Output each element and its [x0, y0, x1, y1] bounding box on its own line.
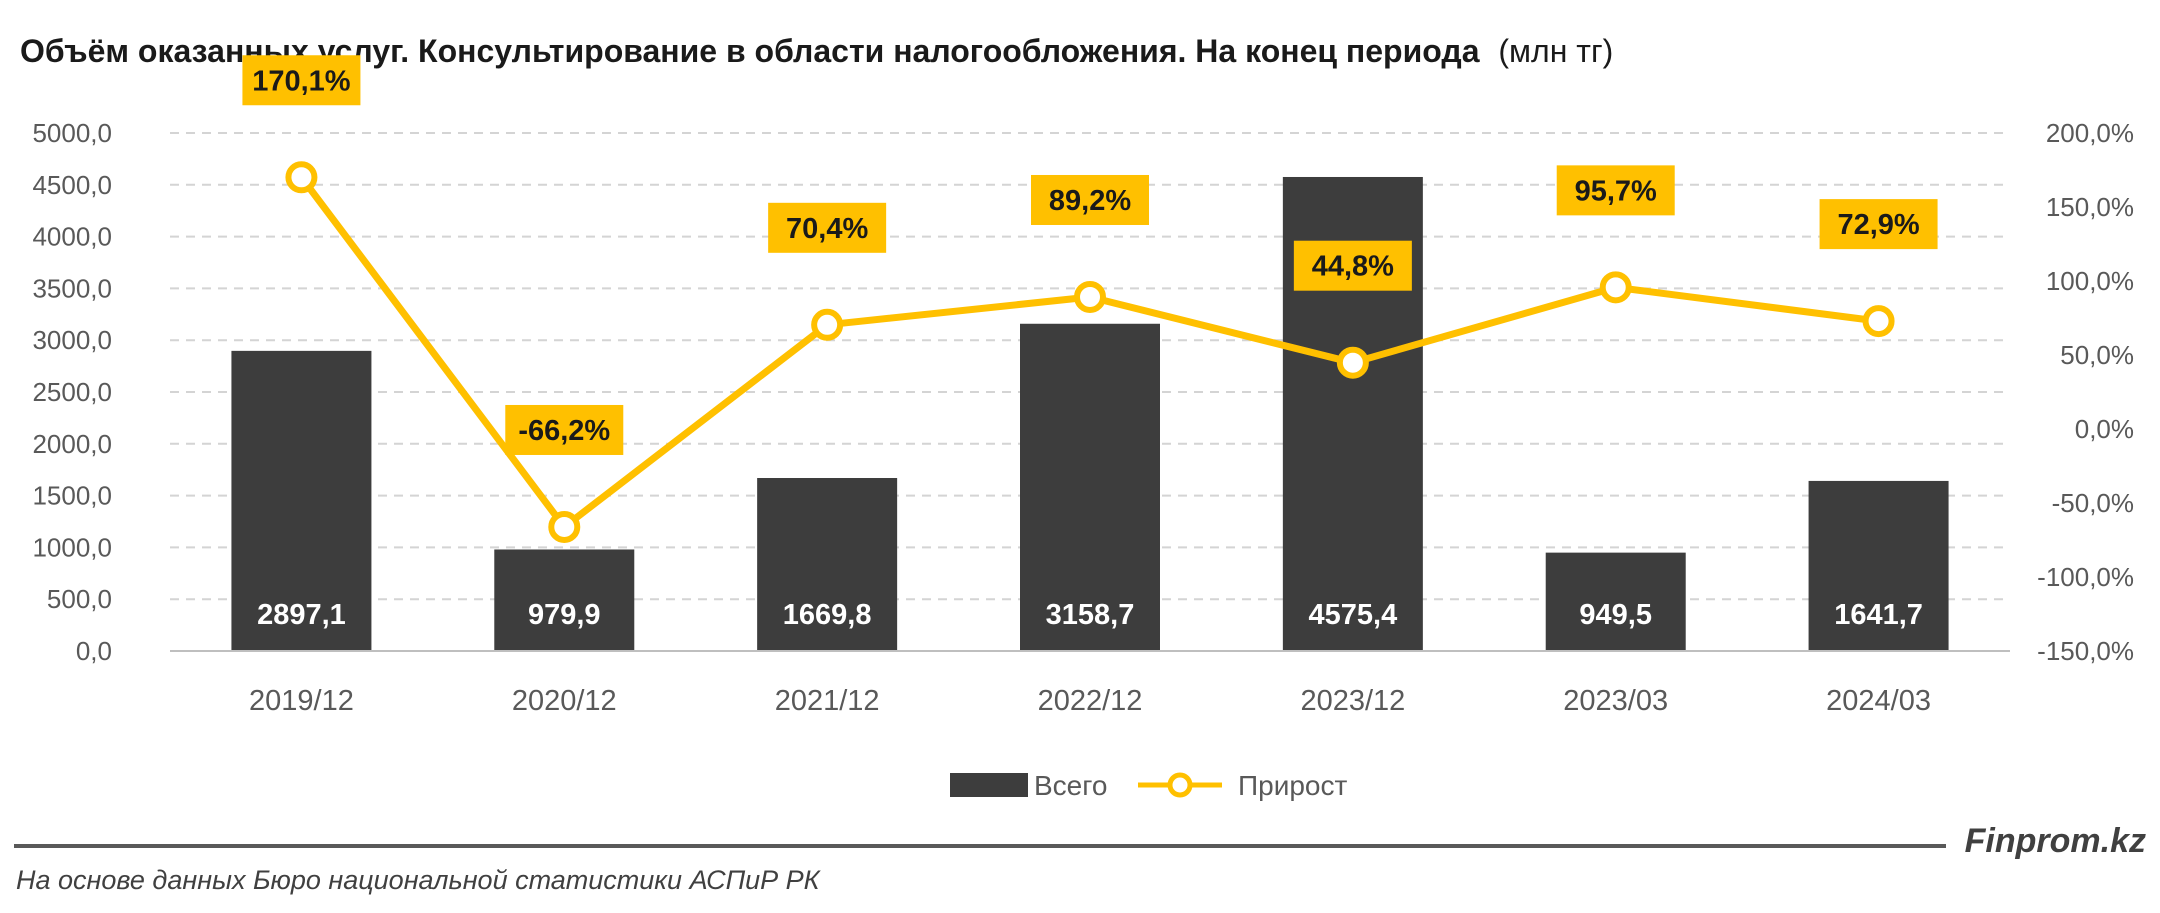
left-tick-label: 4000,0 [32, 222, 112, 252]
bar [1545, 552, 1686, 651]
left-tick-label: 3000,0 [32, 325, 112, 355]
x-tick-label: 2021/12 [775, 685, 880, 717]
x-tick-label: 2020/12 [512, 685, 617, 717]
left-tick-label: 3500,0 [32, 273, 112, 303]
left-tick-label: 2500,0 [32, 377, 112, 407]
bar-value-label: 3158,7 [1046, 599, 1135, 631]
bar-value-label: 4575,4 [1309, 599, 1398, 631]
growth-label-box [1031, 174, 1149, 225]
bar [757, 478, 898, 651]
legend-line-label: Прирост [1238, 770, 1347, 801]
right-tick-label: -50,0% [2052, 488, 2134, 518]
growth-label: 44,8% [1312, 251, 1394, 283]
left-tick-label: 2000,0 [32, 429, 112, 459]
bar-value-label: 2897,1 [257, 599, 346, 631]
left-tick-label: 4500,0 [32, 170, 112, 200]
growth-label: 70,4% [786, 213, 868, 245]
bar-value-label: 979,9 [528, 599, 601, 631]
x-tick-label: 2023/03 [1563, 685, 1668, 717]
legend-bar-label: Всего [1034, 770, 1107, 801]
line-series: 170,1% -66,2% 70,4% 89,2% 44,8% 95,7% 72,9% [242, 55, 1938, 543]
legend: Всего Прирост [950, 770, 1347, 801]
bar-series: 2897,1 979,9 1669,8 3158,7 4575,4 949,5 1641,7 [231, 176, 1949, 651]
growth-label: 72,9% [1837, 209, 1919, 241]
bar-value-label: 1641,7 [1834, 599, 1923, 631]
bar [494, 549, 635, 651]
growth-label-box [1819, 199, 1938, 250]
brand-logo: Finprom.kz [1965, 822, 2146, 860]
left-tick-label: 500,0 [47, 584, 112, 614]
bar [1020, 323, 1160, 651]
growth-marker [1599, 271, 1632, 304]
x-tick-label: 2022/12 [1038, 685, 1143, 717]
right-tick-label: 50,0% [2060, 340, 2134, 370]
left-tick-label: 1500,0 [32, 481, 112, 511]
right-tick-label: 150,0% [2046, 192, 2134, 222]
chart-title-unit: (млн тг) [1498, 33, 1613, 69]
growth-label: -66,2% [518, 415, 610, 447]
growth-label-box [1556, 165, 1675, 216]
left-tick-label: 1000,0 [32, 532, 112, 562]
growth-marker [1862, 305, 1895, 338]
growth-label-box [505, 404, 624, 455]
right-tick-label: -100,0% [2037, 562, 2134, 592]
growth-label-box [1293, 240, 1412, 291]
left-tick-label: 5000,0 [32, 118, 112, 148]
bar-value-label: 1669,8 [783, 599, 872, 631]
right-tick-label: 200,0% [2046, 118, 2134, 148]
right-tick-label: 0,0% [2075, 414, 2134, 444]
right-tick-label: 100,0% [2046, 266, 2134, 296]
right-axis: -150,0% -100,0% -50,0% 0,0% 50,0% 100,0% 150,0… [2037, 118, 2134, 666]
left-tick-label: 0,0 [76, 636, 112, 666]
growth-label: 170,1% [252, 65, 351, 97]
right-tick-label: -150,0% [2037, 636, 2134, 666]
x-tick-label: 2024/03 [1826, 685, 1931, 717]
x-tick-label: 2019/12 [249, 685, 354, 717]
legend-bar-swatch [950, 773, 1028, 797]
growth-marker [1336, 346, 1369, 379]
x-tick-label: 2023/12 [1300, 685, 1405, 717]
growth-label: 89,2% [1049, 185, 1131, 217]
growth-label: 95,7% [1575, 175, 1657, 207]
growth-label-box [242, 55, 361, 106]
growth-marker [1074, 280, 1106, 313]
bar-value-label: 949,5 [1579, 599, 1652, 631]
x-axis: 2019/12 2020/12 2021/12 2022/12 2023/12 2023/… [170, 650, 2010, 717]
growth-marker [285, 161, 318, 194]
growth-label-box [768, 202, 887, 253]
bar [1808, 480, 1949, 651]
footer: Finprom.kz На основе данных Бюро национа… [14, 822, 2146, 895]
chart-title-main: Объём оказанных услуг. Консультирование … [20, 33, 1480, 69]
bar [231, 350, 372, 651]
growth-marker [811, 308, 844, 341]
growth-marker [548, 510, 581, 543]
legend-line-marker [1167, 772, 1193, 798]
left-axis: 0,0 500,0 1000,0 1500,0 2000,0 2500,0 3000,0 35… [32, 118, 112, 666]
source-note: На основе данных Бюро национальной стати… [16, 865, 822, 895]
